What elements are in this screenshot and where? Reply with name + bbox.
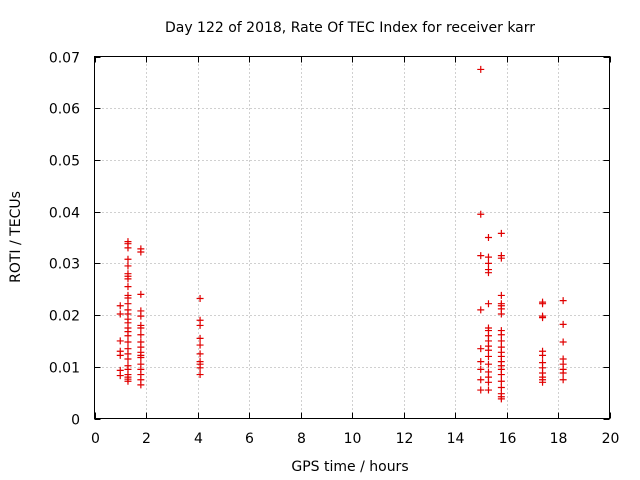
data-point	[484, 234, 492, 241]
data-point	[497, 291, 505, 299]
x-axis-title: GPS time / hours	[291, 459, 408, 475]
y-tick-label: 0.02	[49, 309, 80, 325]
x-tick-label: 6	[245, 431, 254, 447]
data-point	[137, 307, 145, 315]
data-point	[477, 210, 485, 218]
x-tick-label: 10	[344, 431, 362, 447]
data-point	[539, 347, 547, 355]
x-tick-label: 14	[447, 431, 465, 447]
data-point	[477, 252, 485, 260]
data-point	[137, 290, 145, 298]
data-point	[477, 386, 485, 394]
data-point	[137, 245, 145, 253]
y-tick-label: 0.06	[49, 102, 80, 118]
x-tick-label: 18	[550, 431, 568, 447]
axis-ticks	[94, 56, 611, 420]
data-point	[484, 352, 492, 360]
data-point	[484, 253, 492, 261]
data-point	[559, 320, 567, 328]
data-point	[196, 371, 204, 379]
data-point	[116, 366, 124, 374]
data-point	[116, 310, 124, 318]
data-point	[484, 324, 492, 332]
data-point	[484, 368, 492, 376]
x-tick-label: 20	[602, 431, 620, 447]
data-point	[559, 338, 567, 346]
data-point	[497, 343, 505, 351]
data-point	[497, 390, 505, 398]
y-tick-label: 0.04	[49, 206, 80, 222]
chart-title: Day 122 of 2018, Rate Of TEC Index for r…	[165, 20, 535, 36]
data-point	[116, 347, 124, 355]
data-point	[497, 252, 505, 260]
data-point	[124, 283, 132, 291]
data-point	[497, 300, 505, 308]
data-point	[196, 341, 204, 349]
y-tick-label: 0.07	[49, 51, 80, 67]
data-point	[137, 331, 145, 339]
data-point	[477, 376, 485, 384]
data-point	[124, 306, 132, 314]
data-point	[196, 334, 204, 342]
data-point	[124, 255, 132, 263]
data-point	[116, 302, 124, 310]
x-tick-label: 4	[194, 431, 203, 447]
x-tick-label: 12	[396, 431, 414, 447]
data-point	[196, 316, 204, 324]
data-point	[539, 359, 547, 367]
y-tick-label: 0.03	[49, 257, 80, 273]
data-point	[124, 270, 132, 278]
data-point	[484, 259, 492, 267]
data-point	[137, 338, 145, 346]
data-point	[116, 337, 124, 345]
data-point	[124, 291, 132, 299]
x-tick-label: 8	[297, 431, 306, 447]
data-point	[559, 376, 567, 384]
y-tick-label: 0	[71, 413, 80, 429]
data-point	[477, 345, 485, 353]
y-tick-label: 0.01	[49, 361, 80, 377]
data-point	[477, 365, 485, 373]
data-point	[124, 238, 132, 246]
x-tick-label: 0	[91, 431, 100, 447]
data-point	[497, 337, 505, 345]
data-point	[484, 360, 492, 368]
data-point	[137, 321, 145, 329]
data-point	[477, 358, 485, 366]
data-point	[539, 298, 547, 306]
data-point	[196, 358, 204, 366]
data-point	[124, 262, 132, 270]
data-point	[497, 383, 505, 391]
data-point	[477, 65, 485, 73]
data-point	[124, 345, 132, 353]
y-tick-label: 0.05	[49, 154, 80, 170]
data-point	[137, 360, 145, 368]
x-tick-label: 2	[142, 431, 151, 447]
y-axis-tick-labels: 0 0.01 0.02 0.03 0.04 0.05 0.06 0.07	[49, 51, 80, 429]
x-tick-label: 16	[499, 431, 517, 447]
y-axis-title: ROTI / TECUs	[8, 191, 24, 283]
grid-lines	[94, 56, 610, 419]
data-point	[124, 338, 132, 346]
data-point	[124, 362, 132, 370]
x-axis-tick-labels: 0 2 4 6 8 10 12 14 16 18 20	[91, 431, 619, 447]
data-point	[484, 266, 492, 274]
data-point	[497, 229, 505, 237]
data-point	[196, 295, 204, 303]
data-point	[497, 377, 505, 385]
data-point	[484, 386, 492, 394]
data-point	[477, 306, 485, 314]
data-point	[196, 350, 204, 358]
data-point	[484, 300, 492, 308]
data-point	[559, 355, 567, 363]
data-points	[116, 65, 567, 403]
data-point	[559, 297, 567, 305]
data-point	[497, 327, 505, 335]
data-point	[539, 312, 547, 320]
